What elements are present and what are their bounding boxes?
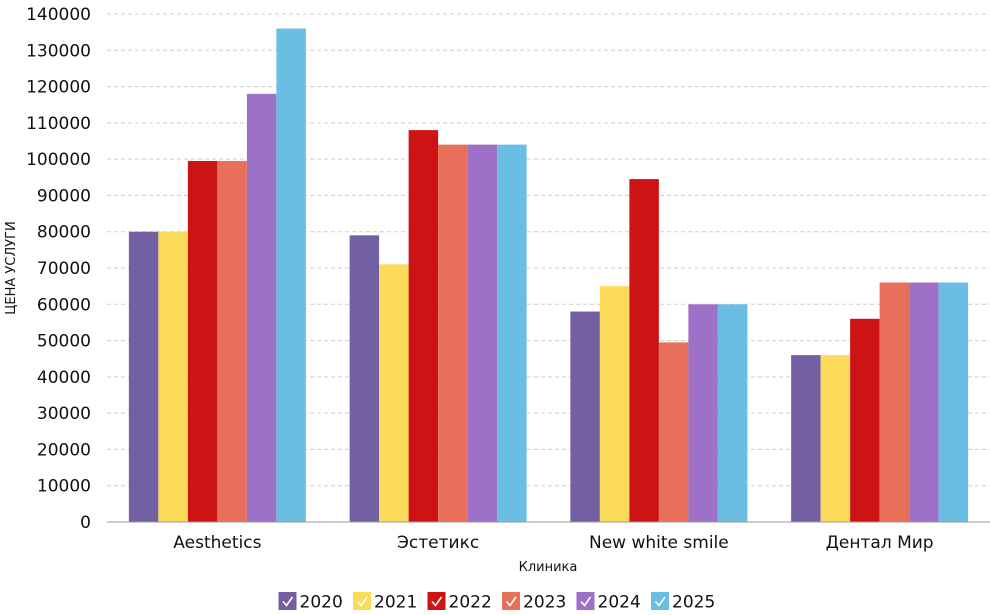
legend-label: 2022 — [449, 593, 492, 613]
bar — [158, 231, 188, 522]
legend-item[interactable]: 2021 — [353, 592, 417, 613]
legend-swatch — [427, 592, 446, 610]
y-tick-label: 110000 — [26, 114, 91, 134]
bar — [791, 355, 821, 522]
bar — [128, 231, 159, 522]
legend-label: 2020 — [300, 593, 343, 613]
y-tick-label: 20000 — [37, 440, 91, 460]
bar — [438, 144, 468, 522]
check-icon — [580, 596, 592, 607]
y-tick-label: 50000 — [37, 332, 91, 352]
legend-label: 2021 — [374, 593, 417, 613]
x-tick-label: Дентал Мир — [826, 533, 934, 553]
check-icon — [654, 596, 666, 607]
y-tick-label: 90000 — [37, 186, 91, 206]
bar — [658, 342, 689, 522]
legend-swatch — [651, 592, 669, 610]
y-tick-label: 130000 — [26, 41, 91, 61]
y-tick-label: 40000 — [37, 368, 91, 388]
y-tick-label: 10000 — [37, 477, 91, 497]
bar — [717, 304, 748, 522]
bar — [820, 355, 851, 522]
y-tick-label: 140000 — [26, 5, 91, 25]
y-tick-label: 60000 — [37, 295, 91, 315]
legend-label: 2024 — [598, 593, 641, 613]
x-tick-label: Эстетикс — [397, 533, 479, 553]
bar — [246, 93, 277, 522]
bar — [629, 179, 659, 522]
legend-label: 2023 — [523, 593, 566, 613]
y-axis-ticks: 0 10000 20000 30000 40000 50000 60000 70000 8000… — [26, 5, 91, 533]
legend-label: 2025 — [672, 593, 715, 613]
legend-swatch — [353, 592, 371, 610]
legend-item[interactable]: 2025 — [651, 592, 715, 613]
legend-item[interactable]: 2023 — [502, 592, 566, 613]
y-tick-label: 30000 — [37, 404, 91, 424]
bar — [909, 282, 939, 522]
check-icon — [282, 596, 294, 607]
bar — [497, 144, 527, 522]
legend: 2020 2021 2022 2023 2024 2025 — [278, 592, 715, 613]
bar — [187, 160, 218, 522]
y-tick-label: 100000 — [26, 150, 91, 170]
bar — [938, 282, 969, 522]
bar — [879, 282, 910, 522]
check-icon — [356, 596, 368, 607]
legend-item[interactable]: 2020 — [278, 592, 343, 613]
y-tick-label: 70000 — [37, 259, 91, 279]
y-tick-label: 80000 — [37, 223, 91, 243]
legend-item[interactable]: 2022 — [427, 592, 492, 613]
check-icon — [431, 596, 443, 607]
legend-swatch — [576, 592, 595, 610]
y-tick-label: 0 — [80, 513, 91, 533]
x-axis-ticks: Aesthetics Эстетикс New white smile Дентал … — [173, 533, 933, 553]
bar — [570, 311, 600, 522]
bar — [850, 318, 880, 522]
bar — [688, 304, 718, 522]
bar — [276, 28, 306, 523]
legend-swatch — [502, 592, 520, 610]
bar — [467, 144, 498, 522]
legend-item[interactable]: 2024 — [576, 592, 641, 613]
bar — [217, 160, 247, 522]
check-icon — [505, 596, 517, 607]
bar — [408, 130, 439, 522]
bar — [379, 264, 409, 522]
bar — [599, 286, 630, 522]
x-tick-label: New white smile — [589, 533, 729, 553]
x-axis-label: Клиника — [519, 560, 578, 575]
legend-swatch — [278, 592, 297, 610]
x-tick-label: Aesthetics — [173, 533, 261, 553]
bars — [128, 28, 969, 523]
y-axis-label: ЦЕНА УСЛУГИ — [4, 221, 19, 314]
y-tick-label: 120000 — [26, 78, 91, 98]
bar — [349, 235, 380, 523]
